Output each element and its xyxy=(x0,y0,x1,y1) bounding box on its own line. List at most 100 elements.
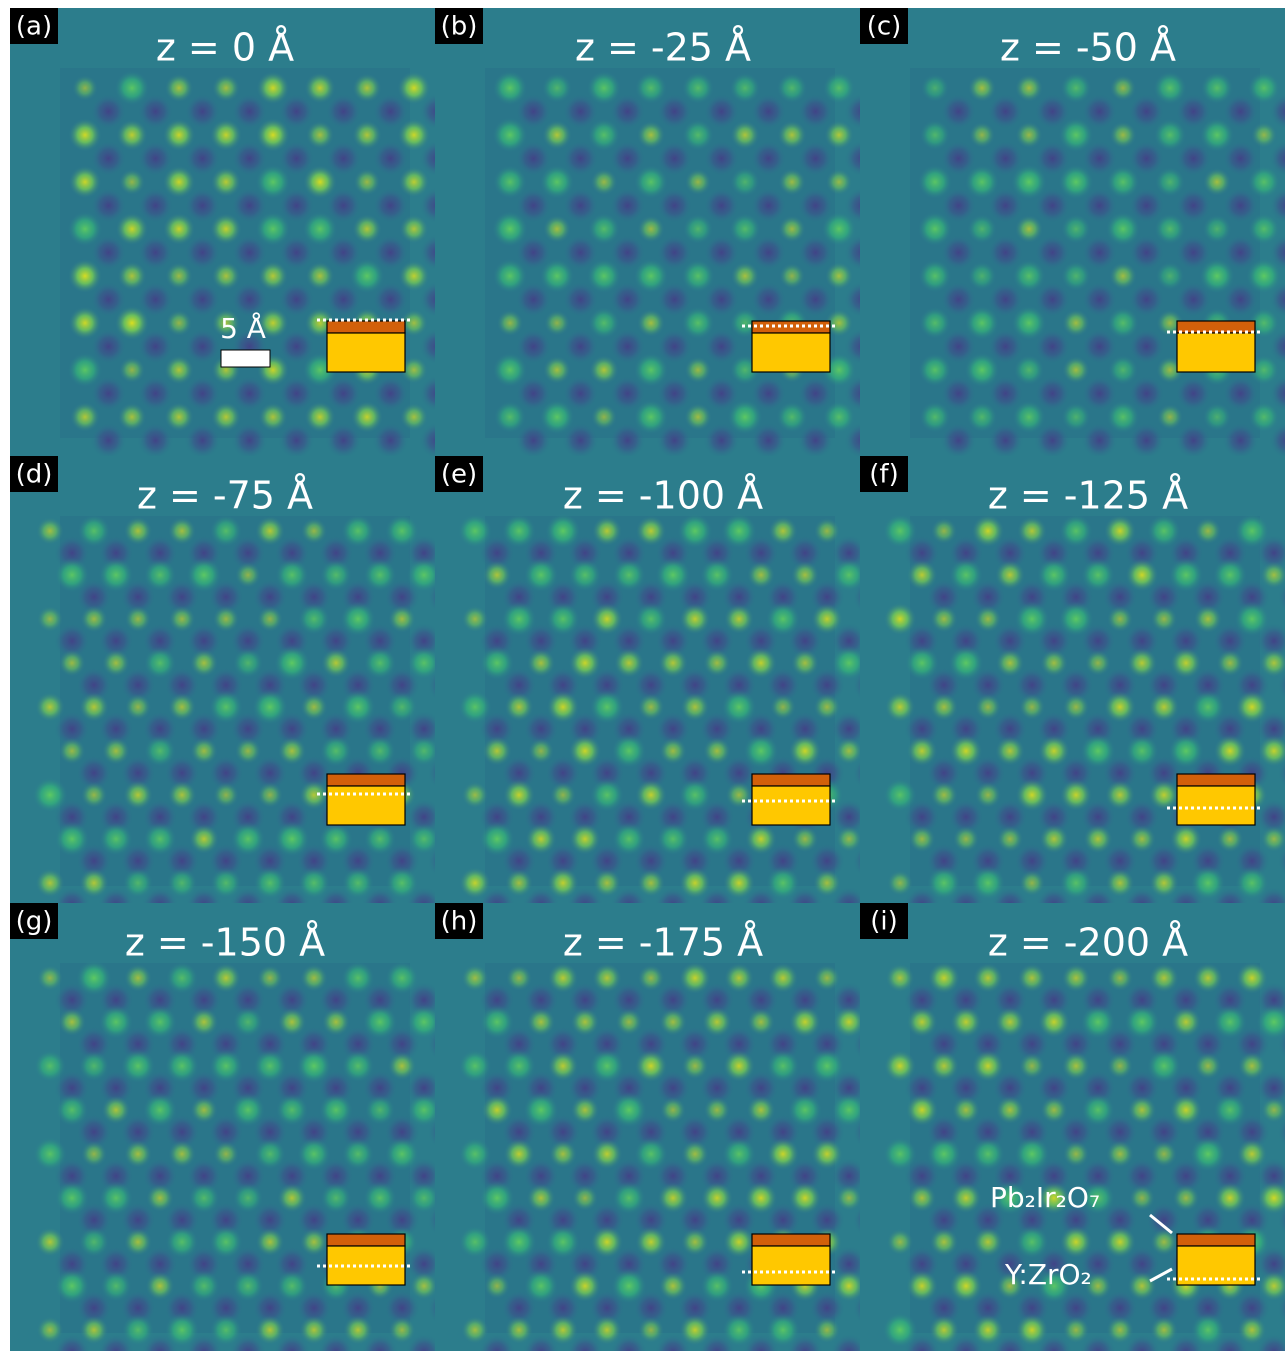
spot xyxy=(36,605,64,633)
dark-spot xyxy=(1175,375,1212,412)
dark-spot xyxy=(1124,1158,1160,1194)
spot xyxy=(168,1140,196,1168)
spot xyxy=(1037,1181,1071,1215)
spot xyxy=(208,689,244,725)
spot xyxy=(1153,118,1187,152)
spot xyxy=(100,1270,132,1302)
dark-spot xyxy=(231,281,268,318)
spot xyxy=(1061,402,1091,432)
dark-spot xyxy=(1034,422,1071,456)
dark-spot xyxy=(1278,1117,1285,1147)
substrate xyxy=(1176,785,1256,826)
spot xyxy=(681,1140,709,1168)
dark-spot xyxy=(1146,1290,1182,1326)
panel-label: (g) xyxy=(16,907,53,937)
dark-spot xyxy=(1081,234,1118,271)
panel: (e) z = -100 Å xyxy=(435,456,860,904)
dark-spot xyxy=(992,982,1028,1018)
spot xyxy=(908,825,936,853)
dark-spot xyxy=(372,234,409,271)
micrograph xyxy=(860,903,1285,1351)
spot xyxy=(1081,1093,1115,1127)
dark-spot xyxy=(677,1202,713,1238)
dark-spot xyxy=(1124,799,1160,835)
spot xyxy=(569,823,601,855)
spot xyxy=(919,119,951,151)
panel-title: z = -75 Å xyxy=(137,474,313,518)
spot xyxy=(186,557,222,593)
spot xyxy=(166,867,198,899)
spot xyxy=(406,557,435,593)
spot xyxy=(1170,1006,1202,1038)
label-bg xyxy=(10,903,58,939)
dark-spot xyxy=(231,140,268,177)
dark-spot xyxy=(1014,667,1050,703)
micrograph xyxy=(10,8,435,456)
spot xyxy=(304,401,336,433)
spot xyxy=(907,1183,937,1213)
dark-spot xyxy=(419,375,435,412)
spot xyxy=(36,1316,64,1344)
spot xyxy=(589,355,619,385)
dark-spot xyxy=(296,1202,332,1238)
spot xyxy=(187,1269,221,1303)
panel-label: (d) xyxy=(16,460,53,490)
dark-spot xyxy=(844,422,860,456)
spot xyxy=(700,558,734,592)
panel-title: z = -125 Å xyxy=(988,474,1188,518)
dark-spot xyxy=(186,982,222,1018)
spot xyxy=(948,645,984,681)
spot xyxy=(1237,1051,1267,1081)
dark-spot xyxy=(750,281,787,318)
spot xyxy=(746,1095,776,1125)
dark-spot xyxy=(809,667,845,703)
spot xyxy=(1106,165,1140,199)
dark-spot xyxy=(904,799,940,835)
dark-spot xyxy=(1222,140,1259,177)
dark-spot xyxy=(137,281,174,318)
dark-spot xyxy=(562,281,599,318)
spot xyxy=(258,402,288,432)
dark-spot xyxy=(633,667,669,703)
spot xyxy=(636,868,666,898)
spot xyxy=(971,1137,1005,1171)
spot xyxy=(636,308,666,338)
spot xyxy=(143,822,177,856)
dark-spot xyxy=(274,982,310,1018)
dark-spot xyxy=(750,375,787,412)
dark-spot xyxy=(325,375,362,412)
dark-spot xyxy=(252,579,288,615)
spot xyxy=(592,963,622,993)
dark-spot xyxy=(164,1114,200,1150)
spot xyxy=(190,737,218,765)
spot xyxy=(992,1180,1028,1216)
dark-spot xyxy=(164,755,200,791)
dark-spot xyxy=(76,843,112,879)
spot xyxy=(682,119,714,151)
dark-spot xyxy=(609,93,646,130)
dark-spot xyxy=(1124,1334,1160,1351)
spot xyxy=(883,602,917,636)
dark-spot xyxy=(926,1026,962,1062)
spot xyxy=(123,963,153,993)
spot xyxy=(548,1139,578,1169)
spot xyxy=(341,961,375,995)
spot xyxy=(1011,305,1047,341)
spot xyxy=(1059,866,1093,900)
spot xyxy=(927,961,961,995)
dark-spot xyxy=(545,1290,581,1326)
spot xyxy=(461,964,489,992)
dark-spot xyxy=(164,843,200,879)
spot xyxy=(1146,1048,1182,1084)
spot xyxy=(972,1226,1004,1258)
dark-spot xyxy=(231,422,268,456)
dark-spot xyxy=(743,1070,779,1106)
dark-spot xyxy=(362,1070,398,1106)
spot xyxy=(232,1270,264,1302)
spot xyxy=(36,964,64,992)
spot xyxy=(479,1004,515,1040)
dark-spot xyxy=(699,623,735,659)
spot xyxy=(408,735,435,767)
panel-label: (b) xyxy=(441,12,478,42)
spot xyxy=(636,120,666,150)
